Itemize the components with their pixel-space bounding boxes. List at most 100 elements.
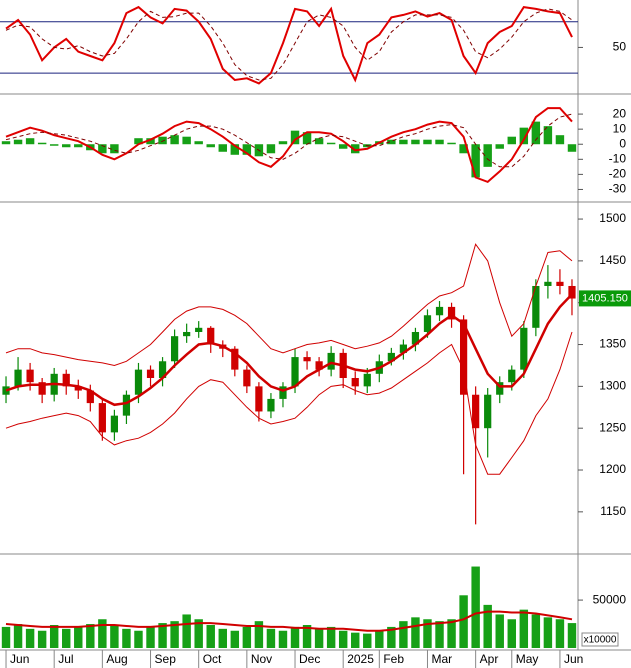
bar: [134, 138, 143, 145]
candle-body: [472, 394, 480, 429]
y-tick-label: 10: [613, 121, 627, 135]
y-tick-label: 1300: [599, 379, 626, 393]
line: [5, 610, 573, 632]
y-tick-label: 1250: [599, 420, 626, 434]
bar: [74, 626, 83, 648]
candle-body: [98, 403, 106, 433]
bar: [459, 144, 468, 154]
candle-body: [146, 369, 155, 378]
bar: [37, 630, 47, 648]
candle-body: [74, 386, 82, 391]
bar: [194, 619, 203, 648]
candle-body: [411, 331, 420, 345]
x-tick-label: Feb: [383, 652, 404, 666]
bar: [411, 139, 420, 145]
bar: [543, 617, 553, 648]
candle-body: [86, 390, 94, 404]
x-tick-label: Aug: [106, 652, 127, 666]
candle-body: [327, 352, 335, 370]
x-tick-label: Dec: [299, 652, 320, 666]
candle-body: [158, 361, 167, 378]
y-tick-label: 0: [619, 136, 626, 150]
bar: [278, 630, 288, 648]
bar: [182, 136, 191, 145]
bar: [338, 144, 348, 149]
candle-body: [38, 382, 46, 395]
candle-body: [351, 378, 359, 387]
x-tick-label: May: [516, 652, 539, 666]
bar: [266, 144, 276, 154]
bar: [134, 630, 143, 648]
y-tick-label: 1500: [599, 211, 626, 225]
bar: [218, 144, 227, 152]
bar: [435, 621, 444, 648]
bar: [122, 628, 131, 648]
bar: [62, 628, 71, 648]
line: [5, 243, 573, 367]
line: [5, 8, 573, 81]
bar: [531, 614, 541, 648]
bar: [146, 138, 155, 145]
bar: [543, 126, 553, 145]
bar: [302, 132, 312, 145]
x-tick-label: Oct: [203, 652, 222, 666]
candle-body: [134, 369, 143, 395]
bar: [62, 144, 71, 148]
line: [5, 5, 573, 85]
candle-body: [508, 369, 516, 383]
bar: [25, 138, 35, 145]
candle-body: [556, 281, 564, 286]
bar: [170, 135, 179, 145]
y-tick-label: 1450: [599, 253, 626, 267]
line: [5, 293, 573, 407]
candle-body: [387, 352, 395, 362]
bar: [567, 144, 577, 152]
bar: [567, 623, 577, 648]
bar: [74, 144, 83, 148]
bar: [302, 625, 312, 648]
bar: [471, 566, 480, 648]
y-tick-label: 1350: [599, 337, 626, 351]
candle-body: [423, 315, 432, 332]
candle-body: [207, 327, 215, 345]
candle-body: [291, 357, 299, 387]
bar: [314, 628, 324, 648]
y-tick-label: 50000: [593, 592, 627, 606]
bar: [13, 624, 23, 648]
bar: [182, 614, 191, 648]
bar: [519, 609, 529, 648]
bar: [110, 625, 119, 648]
bar: [98, 144, 107, 154]
x-tick-label: Mar: [431, 652, 452, 666]
bar: [49, 625, 59, 648]
bar: [483, 144, 492, 167]
bar: [423, 619, 432, 648]
bar: [387, 139, 396, 145]
bar: [326, 626, 336, 648]
x-tick-label: Jun: [564, 652, 583, 666]
bar: [230, 144, 240, 155]
candle-body: [447, 306, 456, 320]
bar: [1, 626, 11, 648]
line: [5, 113, 573, 168]
bar: [158, 623, 167, 648]
candle-body: [110, 415, 119, 433]
candle-body: [122, 394, 131, 416]
last-price-box: [579, 290, 631, 307]
x-tick-label: Nov: [251, 652, 272, 666]
bar: [86, 624, 95, 648]
x-tick-label: 2025: [347, 652, 374, 666]
bar: [507, 619, 516, 648]
bar: [110, 144, 119, 154]
bar: [25, 628, 35, 648]
y-axis-label: x10000: [584, 635, 617, 646]
bar: [555, 135, 565, 145]
y-tick-label: 1200: [599, 462, 626, 476]
y-tick-label: 50: [613, 40, 627, 54]
candle-body: [243, 369, 251, 387]
bar: [423, 139, 432, 145]
x-tick-label: Apr: [480, 652, 499, 666]
candle-body: [62, 373, 70, 387]
candle-body: [520, 327, 528, 370]
